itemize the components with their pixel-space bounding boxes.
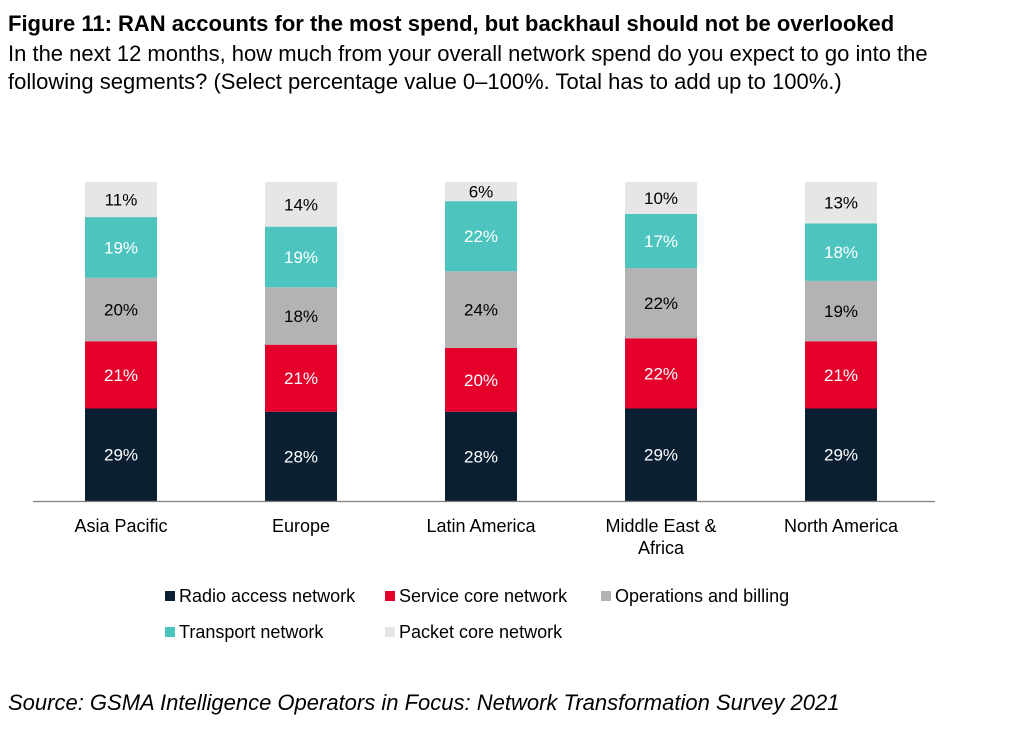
bar-segment xyxy=(445,411,517,501)
legend-swatch xyxy=(165,591,175,601)
data-label: 28% xyxy=(284,447,318,466)
legend-row: Transport network Packet core network xyxy=(165,614,789,650)
category-label: Middle East & xyxy=(605,516,716,536)
bar-segment xyxy=(625,338,697,409)
legend-label: Packet core network xyxy=(399,621,563,642)
data-label: 21% xyxy=(824,366,858,385)
legend-item: Service core network xyxy=(385,586,601,607)
bar-segment xyxy=(805,280,877,342)
bar-segment xyxy=(85,408,157,501)
bar-segment xyxy=(805,408,877,501)
legend-label: Radio access network xyxy=(179,585,356,606)
data-label: 18% xyxy=(284,307,318,326)
bar-segment xyxy=(625,268,697,339)
bar-segment xyxy=(265,182,337,227)
data-label: 29% xyxy=(644,446,678,465)
data-label: 24% xyxy=(464,301,498,320)
data-label: 17% xyxy=(644,232,678,251)
legend-item: Transport network xyxy=(165,622,385,643)
bar-segment xyxy=(265,226,337,288)
bar-segment xyxy=(265,411,337,501)
chart-legend: Radio access network Service core network… xyxy=(165,578,789,650)
category-label: North America xyxy=(784,516,899,536)
data-label: 18% xyxy=(824,243,858,262)
chart-subtitle: In the next 12 months, how much from you… xyxy=(8,41,928,94)
legend-swatch xyxy=(385,591,395,601)
bar-segment xyxy=(625,408,697,501)
legend-item: Radio access network xyxy=(165,586,385,607)
stacked-bar-chart: 29% 21% 20% 19% 11% Asia Pacific 28% 21% 18% 19% 1… xyxy=(33,182,935,558)
legend-label: Service core network xyxy=(399,585,568,606)
data-label: 14% xyxy=(284,195,318,214)
data-label: 22% xyxy=(464,227,498,246)
data-label: 29% xyxy=(104,446,138,465)
data-label: 11% xyxy=(105,191,138,210)
category-label: Africa xyxy=(638,538,685,558)
data-label: 19% xyxy=(824,302,858,321)
chart-title: Figure 11: RAN accounts for the most spe… xyxy=(8,11,895,36)
data-label: 19% xyxy=(284,248,318,267)
data-label: 21% xyxy=(104,366,138,385)
legend-row: Radio access network Service core network… xyxy=(165,578,789,614)
data-label: 10% xyxy=(644,189,678,208)
bar-segment xyxy=(265,344,337,412)
bar-segment xyxy=(85,277,157,342)
legend-label: Operations and billing xyxy=(615,585,790,606)
legend-swatch xyxy=(601,591,611,601)
bar-segment xyxy=(265,287,337,345)
category-label: Asia Pacific xyxy=(74,516,167,536)
data-label: 20% xyxy=(464,371,498,390)
data-label: 13% xyxy=(824,194,858,213)
bar-segment xyxy=(445,201,517,272)
source-note: Source: GSMA Intelligence Operators in F… xyxy=(8,690,840,715)
bar-segment xyxy=(85,217,157,278)
legend-item: Operations and billing xyxy=(601,586,789,607)
bar-segment xyxy=(445,347,517,412)
legend-swatch xyxy=(385,627,395,637)
bar-segment xyxy=(625,213,697,269)
bar-segment xyxy=(805,223,877,281)
bar-segment xyxy=(85,182,157,218)
data-label: 22% xyxy=(644,294,678,313)
data-label: 6% xyxy=(469,183,494,202)
bar-segment xyxy=(625,182,697,214)
category-label: Latin America xyxy=(426,516,536,536)
category-label: Europe xyxy=(272,516,330,536)
data-label: 28% xyxy=(464,447,498,466)
legend-swatch xyxy=(165,627,175,637)
bar-segment xyxy=(805,182,877,224)
legend-item: Packet core network xyxy=(385,622,601,643)
legend-label: Transport network xyxy=(179,621,324,642)
data-label: 20% xyxy=(104,301,138,320)
bar-segment xyxy=(805,341,877,409)
data-label: 22% xyxy=(644,364,678,383)
data-label: 19% xyxy=(104,238,138,257)
bar-segment xyxy=(445,182,517,202)
data-label: 21% xyxy=(284,369,318,388)
bar-segment xyxy=(445,271,517,348)
data-label: 29% xyxy=(824,446,858,465)
bar-segment xyxy=(85,341,157,409)
